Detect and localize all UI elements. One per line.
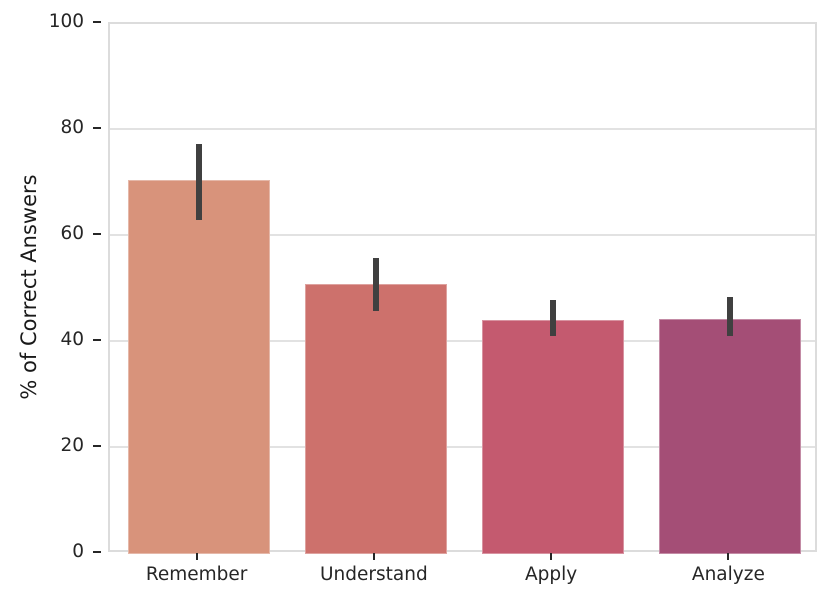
y-tick-label-40: 40 [60, 329, 84, 350]
x-tick-label-analyze: Analyze [691, 564, 765, 585]
plot-area [108, 22, 817, 554]
gridline-80 [110, 128, 815, 130]
y-tick-label-20: 20 [60, 435, 84, 456]
y-tick-label-80: 80 [60, 117, 84, 138]
x-tick-mark-understand [372, 553, 375, 560]
x-tick-label-apply: Apply [525, 564, 578, 585]
x-tick-label-understand: Understand [320, 564, 428, 585]
y-tick-mark-0 [93, 551, 101, 553]
y-tick-label-0: 0 [72, 541, 84, 562]
error-bar-analyze [727, 297, 734, 337]
x-tick-label-remember: Remember [145, 564, 248, 585]
y-tick-mark-80 [93, 127, 101, 129]
bar-analyze [659, 318, 802, 554]
error-bar-understand [372, 257, 379, 312]
x-tick-mark-apply [550, 553, 553, 560]
y-tick-mark-100 [93, 21, 101, 23]
y-tick-mark-40 [93, 339, 101, 341]
x-tick-mark-remember [195, 553, 198, 560]
bar-understand [304, 283, 447, 554]
y-axis-label-text: % of Correct Answers [17, 174, 41, 400]
x-tick-mark-analyze [727, 553, 730, 560]
error-bar-apply [550, 300, 557, 337]
gridline-60 [110, 234, 815, 236]
y-tick-mark-20 [93, 445, 101, 447]
bar-remember [127, 180, 270, 554]
error-bar-remember [195, 144, 202, 220]
y-tick-label-60: 60 [60, 223, 84, 244]
y-tick-label-100: 100 [48, 11, 84, 32]
bar-apply [482, 319, 625, 554]
y-tick-mark-60 [93, 233, 101, 235]
gridline-20 [110, 446, 815, 448]
gridline-40 [110, 340, 815, 342]
